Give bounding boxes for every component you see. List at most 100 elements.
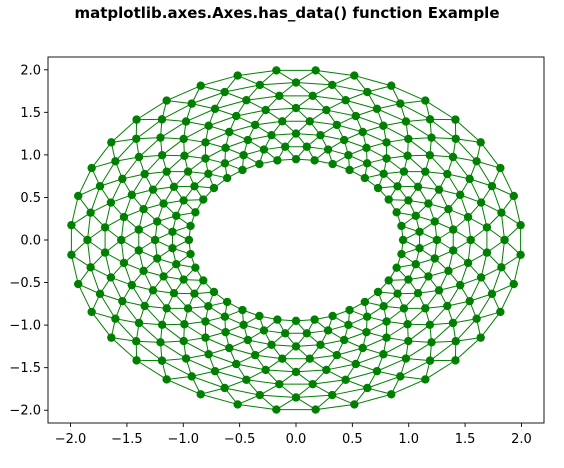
triangulation-edge (513, 254, 522, 285)
data-point (232, 111, 241, 121)
data-point (156, 133, 165, 142)
data-point (311, 66, 320, 75)
triangulation-edge (332, 387, 368, 396)
triangulation-edge (315, 403, 355, 411)
data-point (220, 383, 229, 393)
data-point (169, 182, 179, 191)
data-point (500, 235, 509, 245)
triangulation-edge (135, 340, 163, 362)
triangulation-edge (160, 121, 187, 139)
data-point (157, 356, 167, 365)
triangulation-edge (295, 369, 327, 373)
data-point (430, 254, 439, 263)
data-point (275, 91, 284, 101)
triangulation-edge (205, 337, 230, 349)
x-tick-label: −0.5 (224, 432, 256, 447)
data-point (95, 289, 105, 299)
data-point (148, 286, 158, 295)
data-point (272, 405, 281, 414)
triangulation-edge (326, 109, 356, 117)
data-point (181, 117, 191, 126)
data-points (67, 66, 525, 414)
data-point (267, 131, 276, 140)
triangulation-edge (135, 118, 163, 140)
triangulation-edge (469, 178, 482, 203)
triangulation-edge (144, 305, 163, 326)
data-point (350, 400, 359, 409)
triangulation-edge (91, 311, 112, 338)
data-point (345, 165, 354, 175)
data-point (238, 305, 247, 315)
data-point (132, 134, 141, 143)
data-point (362, 159, 372, 168)
triangulation-edge (90, 267, 101, 295)
data-point (424, 199, 433, 208)
y-tick-label: −2.0 (9, 404, 41, 419)
triangulation-edge (455, 318, 477, 342)
data-point (242, 375, 251, 384)
data-point (432, 235, 442, 245)
data-point (509, 191, 518, 201)
data-point (259, 145, 269, 154)
data-point (392, 208, 401, 217)
data-point (201, 154, 210, 163)
triangulation-edge (354, 393, 392, 405)
data-point (328, 311, 337, 321)
data-point (87, 307, 96, 317)
data-point (379, 121, 388, 130)
triangulation-edge (425, 100, 456, 121)
data-point (134, 152, 144, 162)
triangulation-edge (246, 379, 280, 385)
x-tick-label: 0.5 (342, 432, 363, 447)
triangulation-edge (138, 137, 161, 158)
data-point (404, 134, 413, 144)
data-point (220, 159, 230, 168)
data-point (305, 117, 314, 126)
data-point (278, 117, 287, 126)
triangulation-edge (336, 347, 363, 356)
data-point (261, 105, 270, 115)
data-point (328, 390, 337, 400)
data-point (345, 305, 354, 315)
data-point (379, 350, 388, 359)
data-point (239, 150, 248, 160)
triangulation-edge (237, 403, 277, 411)
data-point (362, 312, 372, 321)
triangulation-edge (255, 120, 283, 126)
data-point (472, 157, 481, 166)
data-point (434, 286, 444, 295)
triangulation-edge (383, 125, 409, 140)
triangulation-edge (391, 378, 426, 395)
triangulation-edge (86, 212, 92, 241)
triangulation-edge (161, 138, 184, 156)
data-point (86, 208, 95, 217)
triangulation-edge (429, 154, 448, 175)
data-point (328, 159, 337, 169)
data-point (238, 165, 247, 175)
triangulation-edge (429, 118, 457, 140)
data-point (199, 276, 208, 285)
triangulation-edge (183, 125, 209, 140)
data-point (204, 121, 213, 130)
data-point (448, 152, 458, 162)
triangulation-edge (99, 293, 116, 319)
triangulation-edge (500, 212, 506, 241)
triangulation-edge (312, 95, 346, 101)
data-point (106, 273, 116, 282)
data-point (242, 96, 251, 105)
data-point (132, 115, 141, 124)
triangulation-edge (480, 252, 488, 278)
data-point (449, 225, 458, 234)
data-point (497, 263, 506, 272)
data-point (411, 211, 420, 220)
triangulation-edge (408, 324, 431, 342)
triangulation-edge (246, 95, 280, 101)
triangulation-edge (99, 161, 116, 187)
triangulation-edge (355, 115, 384, 127)
data-point (157, 115, 167, 124)
data-point (399, 304, 409, 313)
triangulation-edge (400, 100, 426, 105)
data-point (384, 195, 393, 204)
triangulation-edge (455, 119, 482, 143)
data-point (139, 266, 148, 276)
